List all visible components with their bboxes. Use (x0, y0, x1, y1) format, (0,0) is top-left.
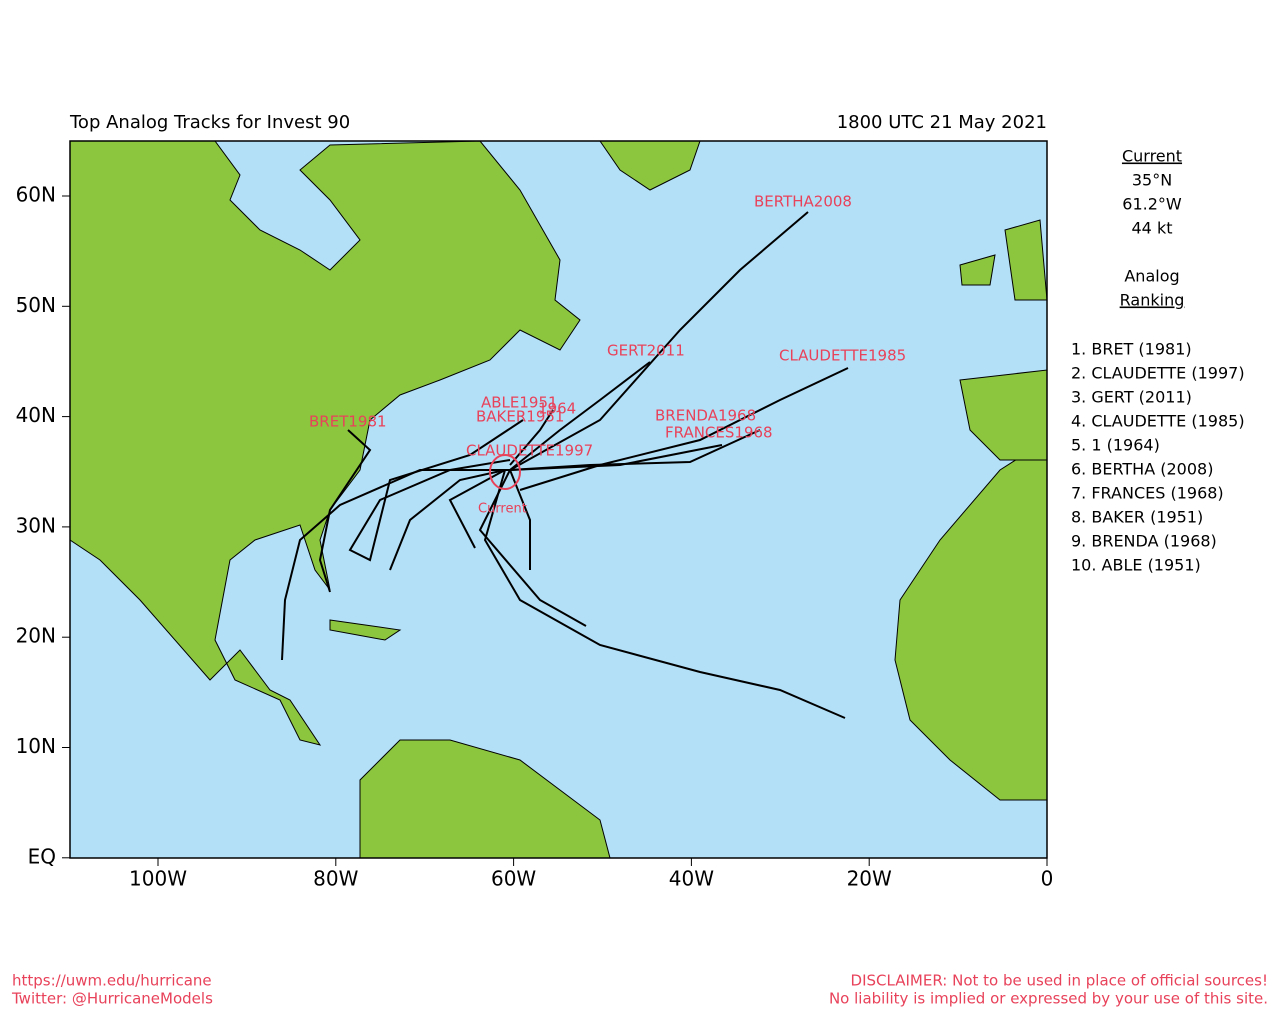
ranking-item: 8. BAKER (1951) (1071, 508, 1203, 527)
lat-label: 60N (16, 183, 56, 207)
ranking-item: 5. 1 (1964) (1071, 436, 1160, 455)
timestamp: 1800 UTC 21 May 2021 (837, 112, 1047, 133)
footer-left: https://uwm.edu/hurricane (12, 972, 212, 990)
track (318, 429, 372, 593)
north-america (69, 140, 581, 746)
current-position (489, 454, 521, 490)
ranking-item: 10. ABLE (1951) (1071, 556, 1201, 575)
current-heading: Current (1122, 147, 1182, 166)
track (509, 409, 554, 466)
track (509, 444, 723, 471)
ranking-heading: Ranking (1120, 291, 1185, 310)
track (509, 469, 531, 570)
track-label: BRET1981 (309, 413, 387, 431)
lat-label: 20N (16, 624, 56, 648)
lat-labels: 60N 50N 40N 30N 20N 10N EQ (16, 183, 70, 868)
ranking-item: 3. GERT (2011) (1071, 388, 1192, 407)
track-label: BRENDA1968 (655, 407, 756, 425)
ireland (959, 254, 996, 286)
footer-right: No liability is implied or expressed by … (829, 990, 1268, 1008)
current-wind: 44 kt (1132, 219, 1173, 238)
track (448, 469, 506, 549)
footer-left: Twitter: @HurricaneModels (11, 990, 213, 1008)
lon-label: 60W (491, 867, 536, 891)
title: Top Analog Tracks for Invest 90 (69, 112, 350, 133)
track-label: FRANCES1968 (665, 424, 773, 442)
ranking-list: 1. BRET (1981) 2. CLAUDETTE (1997) 3. GERT… (1071, 340, 1245, 575)
tracks (281, 211, 849, 719)
iberia (959, 369, 1048, 461)
track-label: 1964 (538, 400, 576, 418)
track (348, 419, 524, 562)
ranking-item: 6. BERTHA (2008) (1071, 460, 1213, 479)
current-lat: 35°N (1132, 171, 1172, 190)
lat-label: 50N (16, 293, 56, 317)
track-label: CLAUDETTE1985 (779, 347, 906, 365)
lat-label: 30N (16, 513, 56, 537)
lat-label: EQ (28, 844, 56, 868)
track (509, 361, 651, 471)
ranking-item: 1. BRET (1981) (1071, 340, 1192, 359)
track (519, 367, 849, 491)
track-label: BAKER1951 (476, 408, 564, 426)
cuba (329, 619, 402, 641)
track (509, 211, 809, 471)
lat-label: 10N (16, 734, 56, 758)
track (483, 469, 846, 719)
track-label: GERT2011 (607, 342, 685, 360)
ranking-item: 4. CLAUDETTE (1985) (1071, 412, 1245, 431)
track-label: Current (478, 502, 527, 517)
ranking-item: 2. CLAUDETTE (1997) (1071, 364, 1245, 383)
ranking-heading: Analog (1124, 267, 1179, 286)
lon-label: 40W (669, 867, 714, 891)
track (478, 469, 587, 627)
lon-label: 20W (847, 867, 892, 891)
lon-labels: 100W 80W 60W 40W 20W 0 (129, 858, 1053, 891)
track-label: BERTHA2008 (754, 193, 852, 211)
track (281, 469, 510, 661)
south-america (359, 739, 611, 859)
footer-right: DISCLAIMER: Not to be used in place of o… (851, 972, 1268, 990)
lon-label: 0 (1041, 867, 1054, 891)
lat-label: 40N (16, 403, 56, 427)
track (389, 469, 506, 571)
current-lon: 61.2°W (1122, 195, 1182, 214)
ranking-item: 9. BRENDA (1968) (1071, 532, 1217, 551)
lon-label: 80W (313, 867, 358, 891)
track-label: CLAUDETTE1997 (466, 442, 593, 460)
ranking-item: 7. FRANCES (1968) (1071, 484, 1224, 503)
landmasses (69, 140, 1048, 859)
track-label: ABLE1951 (481, 394, 558, 412)
africa (894, 439, 1048, 801)
lon-label: 100W (129, 867, 187, 891)
map-frame (69, 140, 1048, 859)
